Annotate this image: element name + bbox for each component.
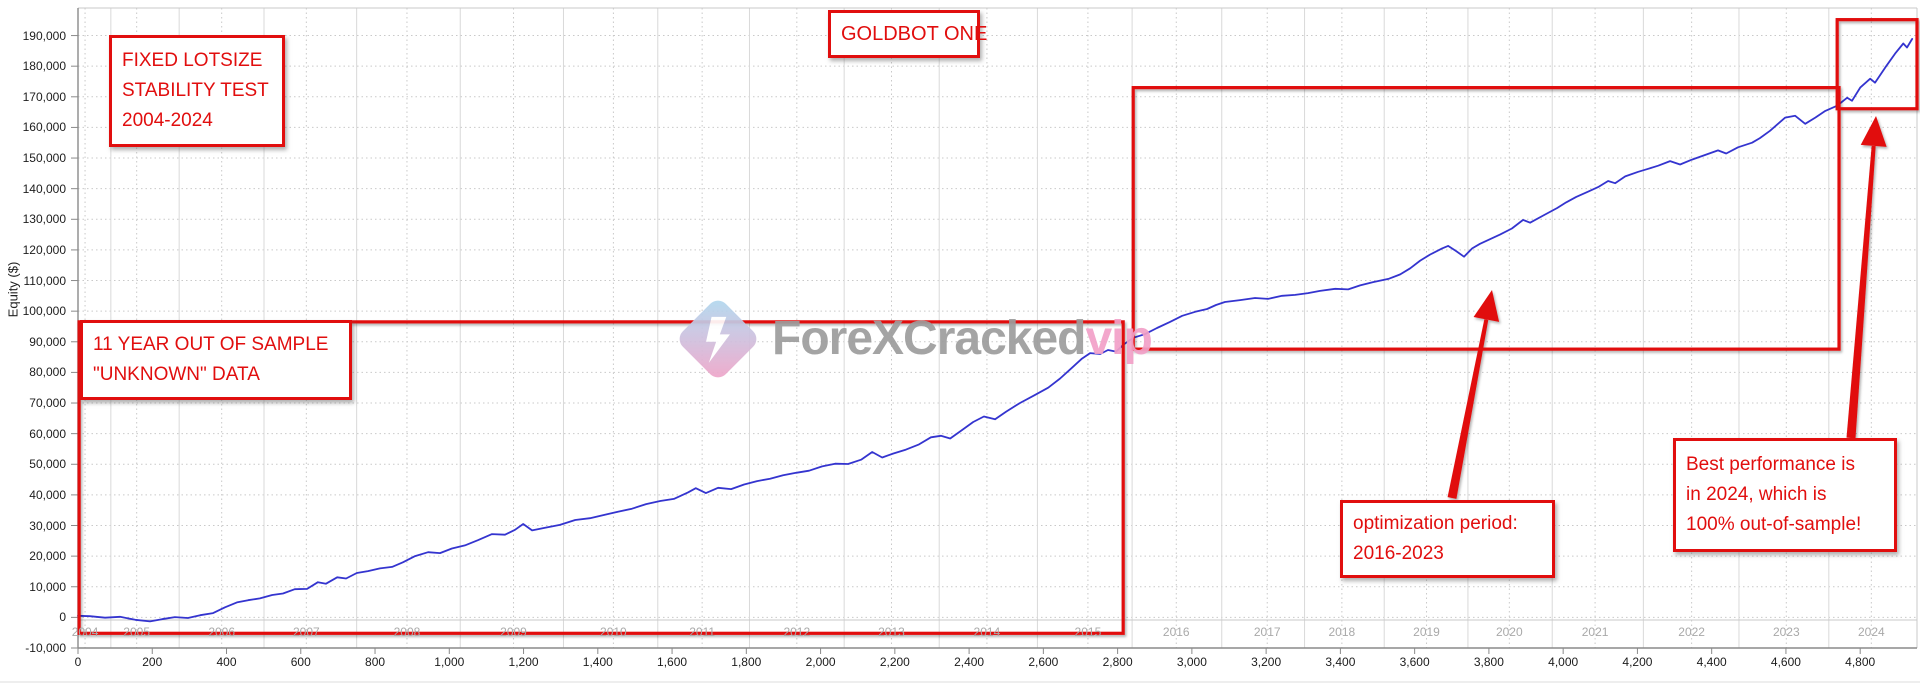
y-axis-title: Equity ($)	[5, 261, 21, 318]
x-tick-label: 4,200	[1622, 655, 1653, 669]
year-label: 2011	[689, 625, 716, 639]
x-tick-label: 0	[74, 655, 82, 669]
y-tick-label: 140,000	[22, 181, 66, 196]
year-label: 2015	[1074, 625, 1102, 639]
year-label: 2007	[292, 625, 320, 639]
x-tick-label: 1,200	[508, 655, 539, 669]
x-tick-label: 800	[365, 655, 386, 669]
year-label: 2019	[1413, 625, 1440, 639]
y-tick-label: 70,000	[29, 396, 66, 411]
y-tick-label: 110,000	[23, 273, 67, 288]
y-tick-label: 20,000	[29, 549, 66, 564]
x-tick-label: 1,400	[582, 655, 613, 669]
best-performance-note: Best performance is in 2024, which is 100%…	[1673, 438, 1897, 552]
forexcracked-logo-icon	[672, 291, 764, 387]
y-tick-label: 120,000	[22, 242, 66, 257]
y-tick-label: 30,000	[29, 518, 66, 533]
x-tick-label: 1,000	[434, 655, 465, 669]
year-label: 2009	[500, 625, 527, 639]
out-of-sample-note-line: 11 YEAR OUT OF SAMPLE	[93, 334, 329, 355]
year-label: 2020	[1495, 625, 1523, 639]
best-performance-note-line: Best performance is	[1686, 454, 1855, 475]
chart-title: GOLDBOT ONE	[828, 10, 988, 58]
y-tick-label: 170,000	[22, 89, 66, 104]
year-label: 2004	[71, 625, 99, 639]
x-tick-label: 2,400	[954, 655, 985, 669]
x-tick-label: 1,600	[657, 655, 688, 669]
x-tick-label: 3,400	[1325, 655, 1356, 669]
x-tick-label: 600	[290, 655, 311, 669]
year-label: 2021	[1581, 625, 1609, 639]
optimization-note-line: optimization period:	[1353, 513, 1518, 534]
fixed-lotsize-note-line: 2004-2024	[122, 110, 213, 131]
year-label: 2012	[783, 625, 811, 639]
y-tick-label: 160,000	[22, 120, 66, 135]
x-tick-label: 4,800	[1845, 655, 1876, 669]
best-performance-note-line: in 2024, which is	[1686, 484, 1827, 505]
year-label: 2017	[1253, 625, 1281, 639]
y-tick-label: 10,000	[29, 579, 66, 594]
watermark: ForeXCracked vip	[672, 291, 1153, 387]
x-tick-label: 3,000	[1176, 655, 1207, 669]
out-of-sample-note: 11 YEAR OUT OF SAMPLE "UNKNOWN" DATA	[80, 320, 352, 400]
year-label: 2016	[1162, 625, 1190, 639]
x-tick-label: 2,800	[1102, 655, 1133, 669]
year-label: 2018	[1328, 625, 1356, 639]
fixed-lotsize-note: FIXED LOTSIZE STABILITY TEST 2004-2024	[109, 35, 285, 147]
y-tick-label: 60,000	[29, 426, 66, 441]
x-tick-label: 400	[216, 655, 237, 669]
year-label: 2010	[600, 625, 627, 639]
y-tick-label: 100,000	[22, 304, 66, 319]
best-performance-note-line: 100% out-of-sample!	[1686, 514, 1862, 535]
year-label: 2022	[1678, 625, 1705, 639]
out-of-sample-note-line: "UNKNOWN" DATA	[93, 364, 260, 385]
fixed-lotsize-note-line: STABILITY TEST	[122, 80, 269, 101]
x-tick-label: 4,000	[1548, 655, 1579, 669]
x-tick-label: 4,400	[1696, 655, 1727, 669]
watermark-vip: vip	[1085, 312, 1152, 365]
y-tick-label: 0	[59, 610, 66, 625]
x-tick-label: 3,600	[1399, 655, 1430, 669]
year-label: 2005	[123, 625, 150, 639]
y-tick-label: -10,000	[25, 641, 66, 655]
x-tick-label: 200	[142, 655, 163, 669]
y-tick-label: 90,000	[29, 334, 66, 349]
y-tick-label: 180,000	[22, 59, 66, 74]
year-label: 2024	[1857, 625, 1885, 639]
y-tick-label: 80,000	[29, 365, 66, 380]
optimization-note-line: 2016-2023	[1353, 543, 1444, 564]
x-tick-label: 3,800	[1473, 655, 1504, 669]
year-label: 2023	[1772, 625, 1800, 639]
x-tick-label: 2,200	[879, 655, 910, 669]
watermark-text: ForeXCracked	[772, 312, 1086, 365]
y-tick-label: 150,000	[22, 151, 66, 166]
x-tick-label: 1,800	[731, 655, 762, 669]
optimization-note: optimization period: 2016-2023	[1340, 500, 1555, 578]
x-tick-label: 2,600	[1028, 655, 1059, 669]
chart-title-line: GOLDBOT ONE	[841, 23, 988, 45]
y-tick-label: 50,000	[29, 457, 66, 472]
year-label: 2014	[973, 625, 1001, 639]
year-label: 2013	[878, 625, 905, 639]
y-tick-label: 130,000	[22, 212, 66, 227]
x-tick-label: 3,200	[1251, 655, 1282, 669]
x-tick-label: 4,600	[1770, 655, 1801, 669]
fixed-lotsize-note-line: FIXED LOTSIZE	[122, 50, 263, 71]
year-label: 2008	[393, 625, 421, 639]
y-tick-label: 40,000	[29, 487, 66, 502]
year-label: 2006	[208, 625, 236, 639]
y-tick-label: 190,000	[22, 28, 66, 43]
x-tick-label: 2,000	[805, 655, 836, 669]
